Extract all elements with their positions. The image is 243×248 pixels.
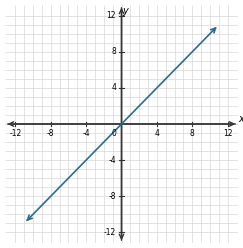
Text: 4: 4 xyxy=(111,83,116,93)
Text: 12: 12 xyxy=(107,11,116,20)
Text: 4: 4 xyxy=(154,129,159,138)
Text: -8: -8 xyxy=(109,192,116,201)
Text: -4: -4 xyxy=(82,129,90,138)
Text: -12: -12 xyxy=(104,228,116,237)
Text: 8: 8 xyxy=(112,47,116,56)
Text: 8: 8 xyxy=(190,129,195,138)
Text: 0: 0 xyxy=(111,129,116,138)
Text: -12: -12 xyxy=(9,129,22,138)
Text: 12: 12 xyxy=(223,129,232,138)
Text: y: y xyxy=(122,6,128,16)
Text: -8: -8 xyxy=(47,129,55,138)
Text: -4: -4 xyxy=(109,155,116,165)
Text: x: x xyxy=(239,115,243,124)
